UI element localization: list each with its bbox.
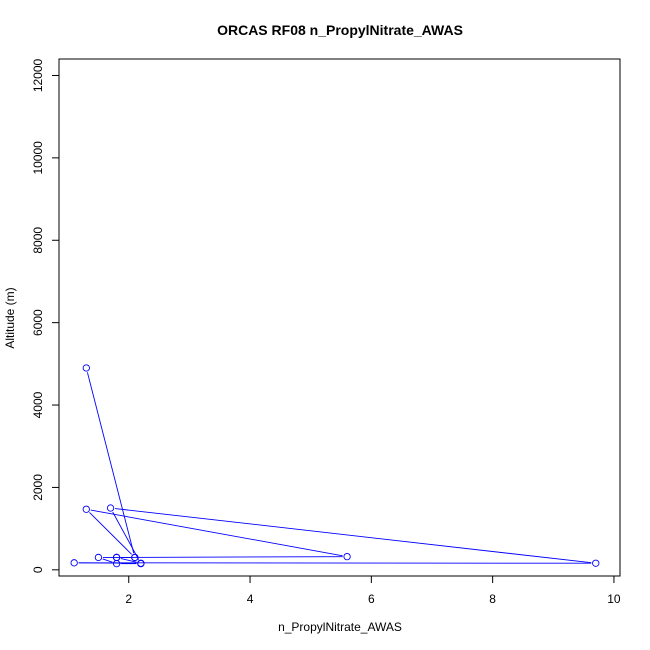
x-tick-label: 4 xyxy=(247,592,254,606)
data-point xyxy=(106,504,115,512)
y-tick-label: 2000 xyxy=(31,474,45,501)
x-axis-label: n_PropylNitrate_AWAS xyxy=(278,620,402,634)
data-point xyxy=(137,559,145,567)
series-segment xyxy=(89,512,132,555)
data-point xyxy=(343,552,351,561)
series-layer xyxy=(70,364,600,568)
series-segment xyxy=(102,558,113,563)
data-point xyxy=(82,364,90,372)
y-tick-label: 4000 xyxy=(31,391,45,418)
y-tick-label: 12000 xyxy=(31,58,45,92)
y-axis-label: Altitude (m) xyxy=(3,287,17,348)
data-point xyxy=(82,505,90,513)
x-tick-label: 10 xyxy=(607,592,621,606)
data-point xyxy=(70,559,78,567)
data-point xyxy=(94,553,103,562)
x-tick-label: 8 xyxy=(489,592,496,606)
series-segment xyxy=(114,508,592,564)
y-tick-label: 6000 xyxy=(31,309,45,336)
data-point xyxy=(112,559,121,568)
x-tick-label: 2 xyxy=(125,592,132,606)
data-point xyxy=(112,553,121,562)
x-axis: 2 4 6 8 10 xyxy=(125,575,621,606)
series-segment xyxy=(112,511,140,560)
series-segment xyxy=(90,509,343,557)
y-tick-label: 8000 xyxy=(31,227,45,254)
series-segment xyxy=(120,558,137,563)
x-tick-label: 6 xyxy=(368,592,375,606)
series-segment xyxy=(86,372,135,554)
data-point xyxy=(131,553,139,562)
data-point xyxy=(592,559,600,567)
y-axis: 0 2000 4000 6000 8000 10000 12000 xyxy=(31,58,60,573)
plot-frame xyxy=(58,58,621,577)
y-tick-label: 0 xyxy=(31,566,45,573)
chart-title: ORCAS RF08 n_PropylNitrate_AWAS xyxy=(217,22,463,38)
series-segment xyxy=(121,556,343,558)
y-tick-label: 10000 xyxy=(31,141,45,175)
